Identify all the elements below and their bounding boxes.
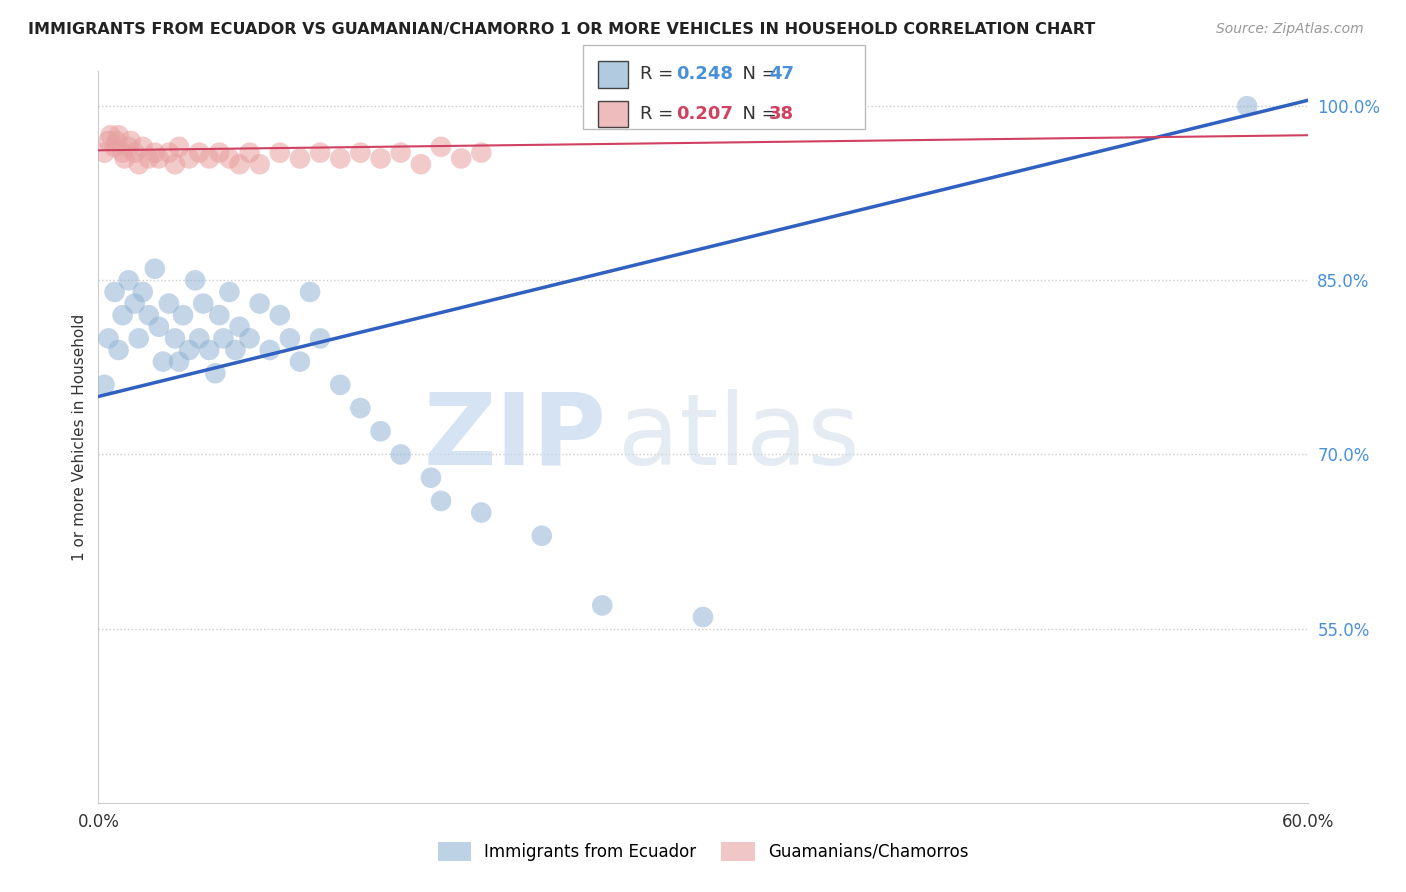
Text: IMMIGRANTS FROM ECUADOR VS GUAMANIAN/CHAMORRO 1 OR MORE VEHICLES IN HOUSEHOLD CO: IMMIGRANTS FROM ECUADOR VS GUAMANIAN/CHA… (28, 22, 1095, 37)
Point (120, 134, 142, 148)
Point (118, 273, 141, 287)
Point (132, 285, 155, 299)
Point (420, 471, 443, 485)
Point (152, 354, 174, 368)
Point (148, 319, 170, 334)
Point (163, 157, 186, 171)
Point (143, 145, 166, 160)
Point (167, 140, 190, 154)
Point (218, 152, 240, 166)
Point (430, 140, 453, 154)
Point (239, 145, 262, 160)
Point (212, 331, 235, 345)
Point (349, 401, 371, 415)
Point (128, 331, 150, 345)
Point (97, 134, 120, 148)
Point (329, 152, 352, 166)
Y-axis label: 1 or more Vehicles in Household: 1 or more Vehicles in Household (72, 313, 87, 561)
Text: ZIP: ZIP (423, 389, 606, 485)
Point (138, 152, 160, 166)
Point (269, 145, 291, 160)
Point (409, 157, 432, 171)
Text: Source: ZipAtlas.com: Source: ZipAtlas.com (1216, 22, 1364, 37)
Point (167, 354, 190, 368)
Point (184, 273, 207, 287)
Point (224, 343, 246, 357)
Point (228, 157, 250, 171)
Point (269, 308, 291, 322)
Point (138, 308, 160, 322)
Point (114, 152, 136, 166)
Point (107, 343, 129, 357)
Point (107, 128, 129, 143)
Point (249, 296, 271, 310)
Point (100, 128, 122, 143)
Point (278, 331, 301, 345)
Point (93, 377, 115, 392)
Point (157, 296, 180, 310)
Text: 0.248: 0.248 (676, 65, 734, 83)
Text: N =: N = (731, 65, 783, 83)
Point (198, 152, 221, 166)
Text: R =: R = (640, 65, 679, 83)
Text: 38: 38 (769, 105, 794, 123)
Point (124, 145, 146, 160)
Point (288, 152, 311, 166)
Point (132, 140, 155, 154)
Point (329, 377, 352, 392)
Point (430, 494, 453, 508)
Point (530, 529, 553, 543)
Point (179, 152, 201, 166)
Point (188, 331, 211, 345)
Point (188, 145, 211, 160)
Point (309, 331, 332, 345)
Point (450, 152, 472, 166)
Point (208, 308, 231, 322)
Point (204, 366, 226, 380)
Point (198, 343, 221, 357)
Point (218, 285, 240, 299)
Point (111, 145, 134, 160)
Point (470, 145, 492, 160)
Point (389, 145, 412, 160)
Point (163, 331, 186, 345)
Point (111, 308, 134, 322)
Point (208, 145, 231, 160)
Point (105, 134, 128, 148)
Point (239, 331, 262, 345)
Text: 0.207: 0.207 (676, 105, 733, 123)
Point (118, 140, 141, 154)
Point (193, 296, 215, 310)
Point (1236, 99, 1258, 113)
Point (249, 157, 271, 171)
Point (103, 140, 125, 154)
Point (349, 145, 371, 160)
Point (103, 285, 125, 299)
Point (179, 343, 201, 357)
Point (288, 354, 311, 368)
Text: atlas: atlas (619, 389, 860, 485)
Text: 47: 47 (769, 65, 794, 83)
Point (370, 424, 392, 438)
Point (259, 343, 281, 357)
Point (389, 448, 412, 462)
Point (470, 506, 492, 520)
Point (93, 145, 115, 160)
Point (228, 319, 250, 334)
Point (172, 308, 194, 322)
Legend: Immigrants from Ecuador, Guamanians/Chamorros: Immigrants from Ecuador, Guamanians/Cham… (430, 835, 976, 868)
Text: R =: R = (640, 105, 679, 123)
Point (124, 296, 146, 310)
Point (299, 285, 322, 299)
Point (692, 610, 714, 624)
Point (128, 157, 150, 171)
Point (143, 261, 166, 276)
Text: N =: N = (731, 105, 783, 123)
Point (97, 331, 120, 345)
Point (309, 145, 332, 160)
Point (370, 152, 392, 166)
Point (591, 599, 613, 613)
Point (148, 152, 170, 166)
Point (157, 145, 180, 160)
